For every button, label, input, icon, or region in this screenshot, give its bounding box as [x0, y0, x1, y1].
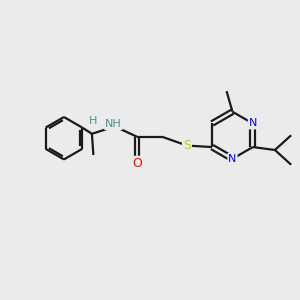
Text: S: S — [183, 139, 191, 152]
Text: H: H — [89, 116, 98, 126]
Text: NH: NH — [105, 119, 122, 129]
Text: N: N — [228, 154, 237, 164]
Text: O: O — [132, 157, 142, 170]
Text: N: N — [249, 118, 257, 128]
